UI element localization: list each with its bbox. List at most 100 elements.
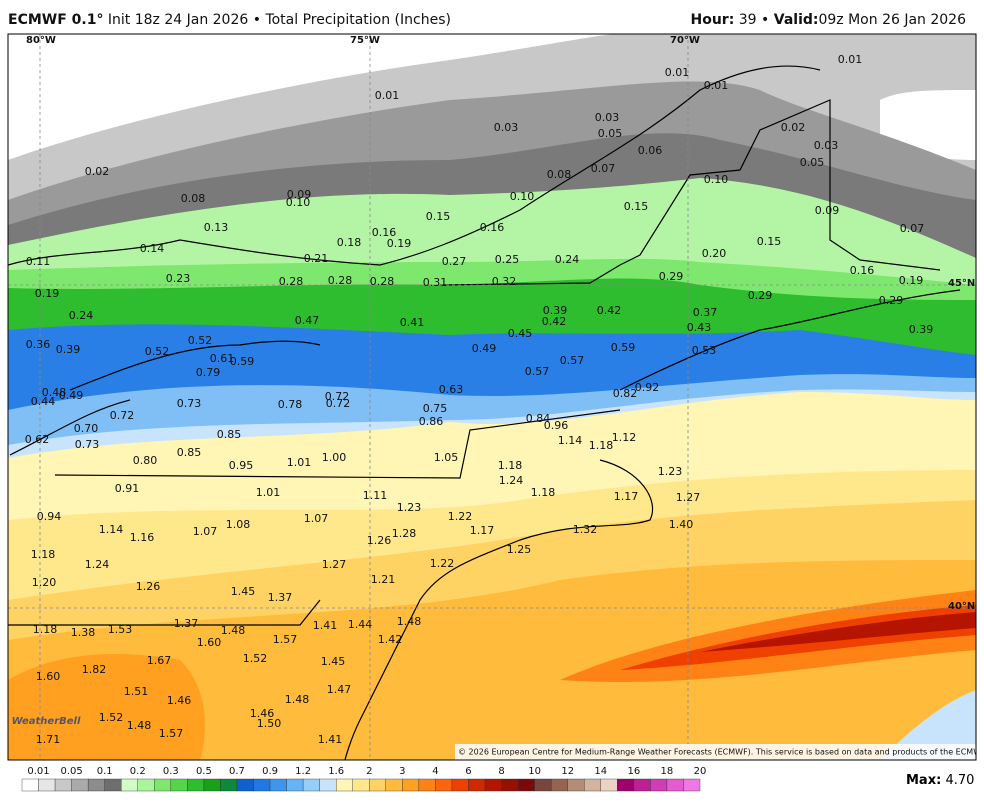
precip-value: 1.48 [285, 693, 310, 706]
precip-value: 0.31 [423, 276, 448, 289]
colorbar-tick-label: 14 [594, 766, 607, 777]
precip-value: 1.26 [136, 580, 161, 593]
colorbar-swatch [21, 778, 39, 792]
copyright: © 2026 European Centre for Medium-Range … [458, 748, 984, 757]
precip-value: 0.48 [42, 386, 67, 399]
precip-value: 0.28 [279, 275, 304, 288]
precip-value: 0.16 [372, 226, 397, 239]
precip-value: 0.24 [69, 309, 94, 322]
precip-value: 0.16 [480, 221, 505, 234]
precip-value: 1.38 [71, 626, 96, 639]
precip-value: 0.82 [613, 387, 638, 400]
colorbar-swatch [269, 778, 287, 792]
precip-value: 0.47 [295, 314, 320, 327]
precip-value: 1.57 [159, 727, 184, 740]
precip-value: 0.57 [525, 365, 550, 378]
lon-label: 80°W [26, 35, 56, 46]
colorbar-tick-label: 6 [465, 766, 471, 777]
precip-value: 0.72 [326, 397, 351, 410]
precip-value: 0.79 [196, 366, 221, 379]
colorbar-tick-label: 0.9 [262, 766, 278, 777]
precip-value: 0.36 [26, 338, 51, 351]
colorbar-swatch [468, 778, 486, 792]
precip-value: 0.73 [75, 438, 100, 451]
precip-value: 0.16 [850, 264, 875, 277]
precip-value: 0.27 [442, 255, 467, 268]
colorbar-swatch [600, 778, 618, 792]
valid-label: Valid: [774, 12, 819, 28]
precip-value: 1.51 [124, 685, 149, 698]
band-paleblue-se [880, 690, 976, 760]
hour: 39 • [739, 12, 770, 28]
precip-value: 0.49 [59, 389, 84, 402]
precip-value: 0.29 [659, 270, 684, 283]
precip-value: 1.46 [167, 694, 192, 707]
precip-value: 1.53 [108, 623, 133, 636]
precip-value: 0.23 [166, 272, 191, 285]
value-labels: 0.01 0.03 0.03 0.05 0.06 0.07 0.08 0.10 0.01 0.01… [25, 53, 934, 746]
precip-value: 0.13 [204, 221, 229, 234]
precip-value: 1.18 [33, 623, 58, 636]
precip-value: 1.48 [397, 615, 422, 628]
lon-label: 70°W [670, 35, 700, 46]
header-right: Hour: 39 • Valid:09z Mon 26 Jan 2026 [691, 12, 967, 28]
precip-value: 0.28 [328, 274, 353, 287]
precip-value: 1.45 [231, 585, 256, 598]
colorbar-swatch [517, 778, 535, 792]
precip-value: 0.39 [56, 343, 81, 356]
precip-value: 0.06 [638, 144, 663, 157]
precip-value: 0.63 [439, 383, 464, 396]
colorbar-swatch [617, 778, 635, 792]
colorbar-swatch [584, 778, 601, 792]
colorbar-tick-label: 1.2 [295, 766, 311, 777]
precip-value: 0.80 [133, 454, 158, 467]
precip-value: 0.19 [387, 237, 412, 250]
precip-value: 0.15 [624, 200, 649, 213]
colorbar-swatch [666, 778, 684, 792]
precip-value: 1.00 [322, 451, 347, 464]
precip-value: 1.23 [658, 465, 683, 478]
precip-value: 0.08 [181, 192, 206, 205]
precip-value: 1.57 [273, 633, 298, 646]
precip-value: 1.60 [36, 670, 61, 683]
precip-value: 0.15 [426, 210, 451, 223]
precip-value: 0.10 [704, 173, 729, 186]
precip-value: 1.17 [614, 490, 639, 503]
band-deeporange-sw [8, 654, 205, 760]
precip-value: 0.02 [781, 121, 806, 134]
precip-value: 0.08 [547, 168, 572, 181]
precip-value: 0.01 [375, 89, 400, 102]
colorbar-tick-label: 18 [661, 766, 674, 777]
colorbar-swatch [54, 778, 72, 792]
band-darkred [700, 612, 976, 652]
precip-value: 0.20 [702, 247, 727, 260]
colorbar-tick-label: 2 [366, 766, 372, 777]
precip-value: 0.28 [370, 275, 395, 288]
precip-value: 1.22 [448, 510, 473, 523]
colorbar-swatch [418, 778, 436, 792]
precip-value: 1.24 [499, 474, 524, 487]
graticule [8, 34, 976, 760]
precip-value: 0.07 [900, 222, 925, 235]
precip-value: 1.18 [589, 439, 614, 452]
band-orange [8, 560, 976, 760]
precip-value: 0.96 [544, 419, 569, 432]
colorbar-swatch [203, 778, 221, 792]
precip-value: 1.42 [378, 633, 403, 646]
colorbar-swatch [170, 778, 188, 792]
precip-value: 0.72 [325, 390, 350, 403]
precip-field: 80°W 75°W 70°W 45°N 40°N 0.010.030.030.0… [8, 34, 984, 760]
precip-value: 1.48 [127, 719, 152, 732]
colorbar-swatch [402, 778, 420, 792]
colorbar-swatch [319, 778, 337, 792]
coast-line [9, 340, 321, 456]
precip-value: 0.32 [492, 275, 517, 288]
precip-value: 1.11 [363, 489, 388, 502]
precip-value: 1.20 [32, 576, 57, 589]
colorbar-swatch [501, 778, 519, 792]
precip-value: 1.12 [612, 431, 637, 444]
precip-value: 1.25 [507, 543, 532, 556]
precip-value: 0.11 [26, 255, 51, 268]
